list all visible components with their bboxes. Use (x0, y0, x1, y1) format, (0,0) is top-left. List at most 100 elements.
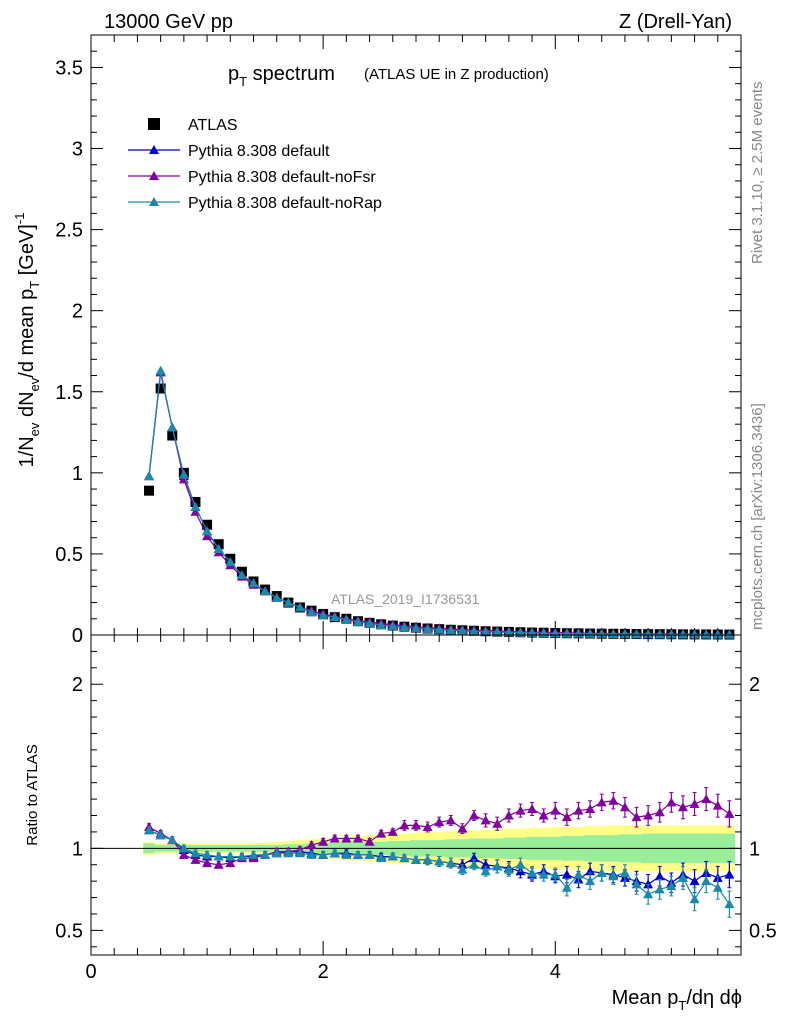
mc-point-ratio (480, 815, 491, 825)
ytick-label-ratio: 1 (72, 838, 83, 860)
mc-point-main (202, 531, 213, 541)
mc-point-main (724, 629, 735, 639)
mc-point-main (643, 629, 654, 639)
mc-point-ratio (434, 856, 445, 866)
mc-point-ratio (724, 899, 735, 909)
mc-point-ratio (527, 803, 538, 813)
ratio-plot-frame (90, 634, 742, 956)
mc-point-ratio (724, 808, 735, 818)
mc-point-ratio (190, 848, 201, 858)
mc-point-ratio (445, 815, 456, 825)
mc-point-main (434, 624, 445, 634)
mc-point-ratio (631, 879, 642, 889)
xtick-label: 0 (85, 961, 96, 983)
mc-point-main (411, 623, 421, 633)
plot-title-rest: spectrum (247, 63, 335, 85)
mc-point-ratio (585, 803, 596, 813)
mc-point-ratio (469, 810, 480, 820)
mc-point-main (666, 629, 677, 639)
data-point-atlas (144, 485, 155, 496)
legend-label: Pythia 8.308 default-noFsr (188, 169, 376, 186)
mc-point-main (318, 610, 329, 620)
plot-subtitle: (ATLAS UE in Z production) (364, 66, 549, 83)
mc-point-ratio (294, 848, 305, 858)
mc-point-ratio (167, 835, 178, 845)
mc-point-ratio (341, 849, 352, 859)
mc-point-ratio (527, 867, 538, 877)
ylabel-top: 1/Nev dNev/d mean pT [GeV]-1 (12, 213, 42, 468)
series-main-3 (144, 365, 735, 639)
mc-point-main (712, 629, 723, 639)
mc-point-ratio (503, 810, 514, 820)
mc-point-ratio (654, 884, 665, 894)
mc-point-ratio (364, 836, 375, 846)
mc-point-ratio (643, 810, 654, 820)
mc-point-ratio (712, 800, 723, 810)
mc-point-main (213, 544, 224, 554)
mc-point-ratio (689, 799, 700, 809)
legend-marker-atlas (148, 118, 160, 130)
mc-point-ratio (550, 805, 561, 815)
mc-point-ratio (480, 866, 491, 876)
mc-point-ratio (341, 833, 352, 843)
mc-point-ratio (457, 823, 468, 833)
rivet-label: Rivet 3.1.10, ≥ 2.5M events (749, 82, 766, 265)
mc-point-ratio (236, 851, 247, 861)
mc-point-ratio (492, 861, 503, 871)
mc-point-ratio (329, 848, 340, 858)
plot-title-sub: T (239, 74, 247, 89)
mc-point-ratio (573, 869, 584, 879)
mc-point-main (341, 614, 352, 624)
mc-point-main (352, 616, 363, 626)
mc-point-ratio (503, 864, 514, 874)
mc-point-ratio (643, 889, 654, 899)
mc-point-main (248, 578, 259, 588)
legend-label: Pythia 8.308 default (188, 143, 330, 160)
mc-point-ratio (724, 869, 735, 879)
mc-point-main (515, 627, 526, 637)
data-point-atlas (202, 519, 213, 530)
mc-point-ratio (608, 795, 619, 805)
mc-point-main (492, 626, 503, 636)
mc-point-ratio (619, 802, 630, 812)
mc-point-ratio (457, 864, 468, 874)
mc-point-ratio (364, 849, 375, 859)
mc-point-ratio (225, 851, 236, 861)
mc-point-ratio (573, 805, 584, 815)
mc-point-ratio (469, 859, 480, 869)
plot-title: pT spectrum (228, 63, 335, 89)
mc-point-ratio (701, 876, 712, 886)
mc-point-ratio (434, 817, 445, 827)
mc-point-main (376, 619, 387, 629)
legend-label: Pythia 8.308 default-noRap (188, 195, 382, 212)
mc-point-ratio (515, 859, 526, 869)
mc-point-ratio (561, 882, 572, 892)
mc-point-main (480, 626, 491, 636)
mc-point-ratio (306, 840, 317, 850)
mc-point-ratio (538, 869, 549, 879)
mc-point-main (457, 625, 468, 635)
ytick-label-ratio-right: 2 (749, 674, 760, 696)
mc-point-ratio (178, 843, 189, 853)
mc-point-ratio (411, 854, 421, 864)
mc-point-ratio (585, 866, 596, 876)
mc-point-ratio (190, 854, 201, 864)
mc-point-main (202, 526, 213, 536)
legend-marker (149, 197, 159, 206)
mc-point-ratio (155, 830, 166, 840)
mc-point-ratio (422, 822, 433, 831)
mc-point-ratio (352, 833, 363, 843)
mc-point-main (236, 570, 247, 579)
mc-point-ratio (561, 812, 572, 822)
ytick-label-ratio: 0.5 (55, 920, 83, 942)
xlabel: Mean pT/dη dϕ (612, 987, 742, 1013)
ytick-label-main: 2.5 (55, 220, 83, 242)
ytick-label-main: 2 (72, 301, 83, 323)
ytick-label-main: 3 (72, 139, 83, 161)
mc-point-ratio (585, 876, 596, 886)
mc-point-ratio (213, 851, 224, 861)
xtick-label: 4 (550, 961, 561, 983)
mc-point-ratio (202, 858, 213, 868)
mc-point-main (689, 629, 700, 639)
